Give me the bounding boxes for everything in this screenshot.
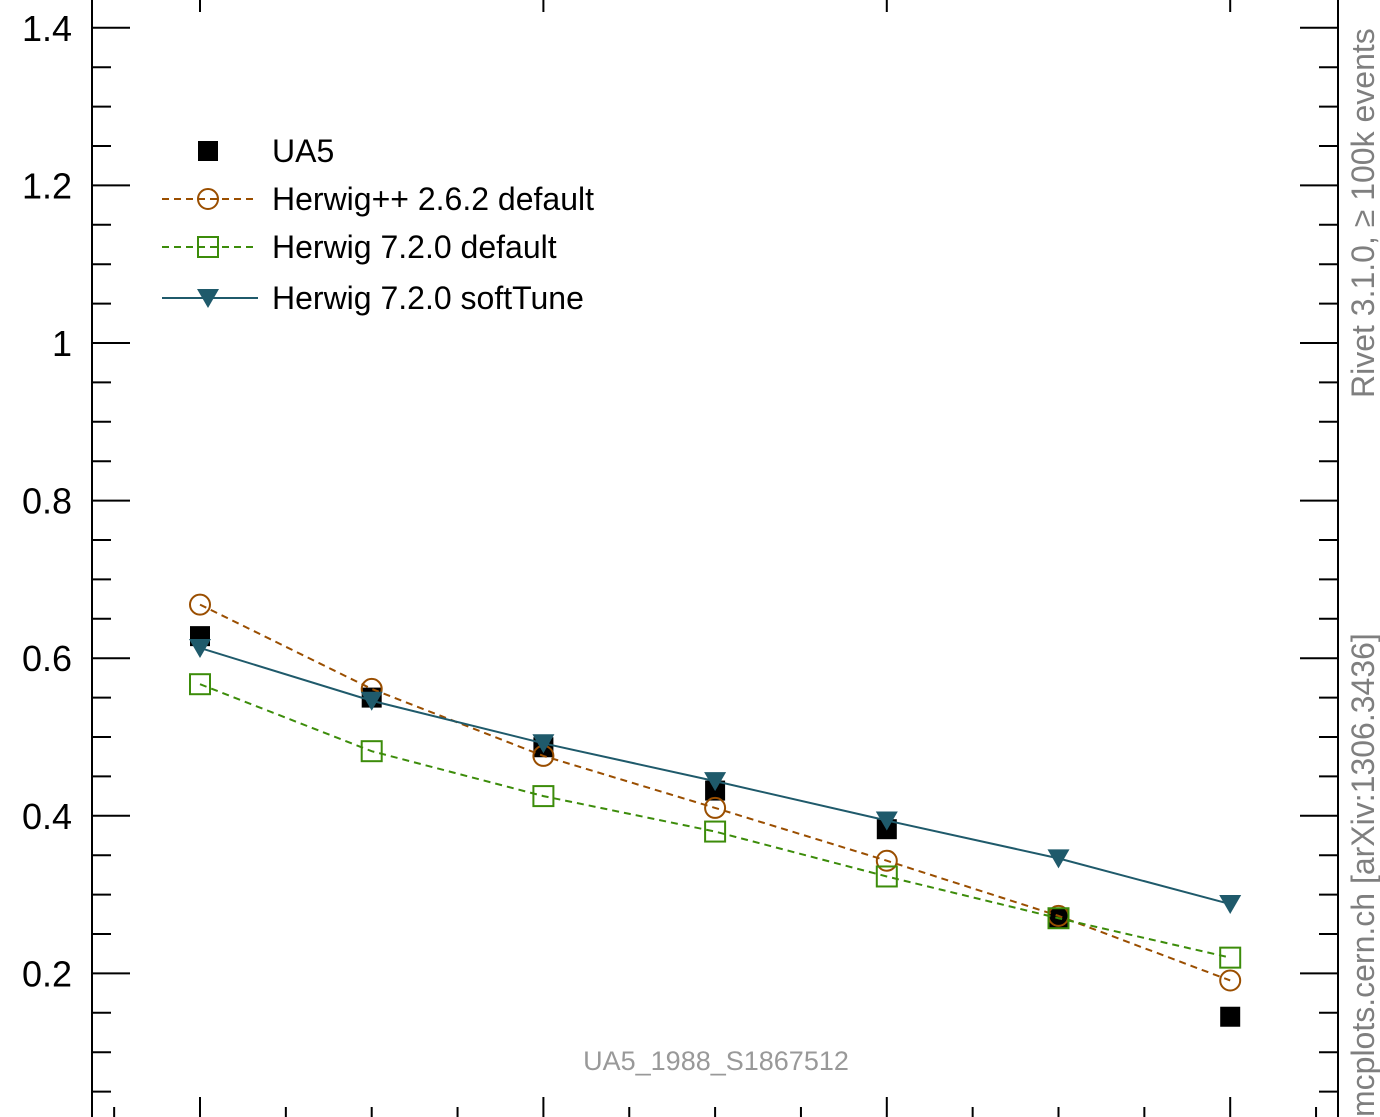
data-point — [1219, 969, 1242, 992]
data-point — [1047, 907, 1070, 930]
y-tick-label: 0.2 — [22, 953, 72, 994]
axis-ticks — [92, 0, 1338, 1117]
data-point — [704, 820, 727, 843]
legend-label: Herwig++ 2.6.2 default — [272, 181, 594, 217]
y-tick-label: 0.8 — [22, 481, 72, 522]
legend-marker — [197, 289, 219, 308]
y-tick-label: 1 — [52, 323, 72, 364]
series-line — [199, 683, 1231, 959]
y-tick-label: 0.4 — [22, 796, 72, 837]
y-tick-label: 1.4 — [22, 8, 72, 49]
data-point — [360, 740, 383, 763]
legend-marker — [197, 188, 219, 210]
data-point — [532, 785, 555, 808]
mcplots-info-label: mcplots.cern.ch [arXiv:1306.3436] — [1345, 633, 1380, 1117]
data-point — [875, 811, 898, 831]
y-tick-label: 0.6 — [22, 638, 72, 679]
data-point — [189, 673, 211, 696]
series-line — [199, 603, 1231, 982]
data-point — [1219, 895, 1242, 915]
series-2 — [189, 673, 1242, 969]
data-point — [189, 638, 211, 658]
data-point — [1219, 946, 1242, 969]
legend-marker — [198, 141, 218, 161]
data-point — [360, 691, 383, 711]
series-0 — [190, 626, 1241, 1027]
legend-label: Herwig 7.2.0 softTune — [272, 280, 584, 316]
rivet-info-label: Rivet 3.1.0, ≥ 100k events — [1345, 28, 1380, 398]
series-3 — [189, 638, 1242, 915]
y-tick-label: 1.2 — [22, 165, 72, 206]
data-series — [189, 593, 1242, 1027]
legend-label: UA5 — [272, 133, 334, 169]
data-point — [532, 734, 555, 754]
legend-label: Herwig 7.2.0 default — [272, 229, 557, 265]
data-point — [704, 796, 727, 819]
data-point — [1047, 849, 1070, 869]
legend-marker — [197, 236, 219, 258]
data-point — [1220, 1006, 1241, 1027]
data-point — [704, 772, 727, 792]
data-point — [875, 865, 898, 888]
legend: UA5 Herwig++ 2.6.2 default Herwig 7.2.0 de… — [162, 133, 594, 316]
analysis-id-label: UA5_1988_S1867512 — [583, 1046, 849, 1076]
data-point — [189, 593, 211, 616]
y-tick-labels: 0.2 0.4 0.6 0.8 1 1.2 1.4 — [22, 8, 72, 995]
data-point — [875, 849, 898, 872]
